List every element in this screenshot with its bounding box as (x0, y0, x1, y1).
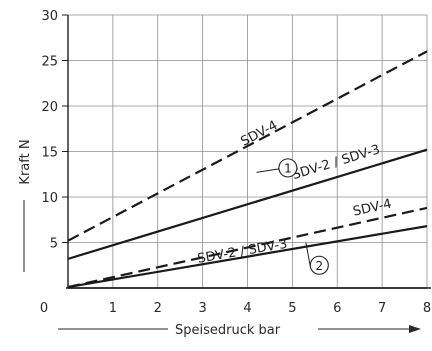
series-line (67, 225, 428, 289)
x-tick-label: 0 (40, 301, 48, 316)
y-axis-title: Kraft N (18, 139, 33, 184)
y-tick-label: 25 (41, 55, 58, 70)
x-tick-label: 2 (154, 301, 162, 316)
x-tick-label: 6 (333, 301, 341, 316)
callout-number: 1 (284, 161, 292, 175)
y-tick-label: 5 (50, 237, 58, 252)
x-tick-label: 5 (288, 301, 296, 316)
x-tick-label: 4 (243, 301, 251, 316)
x-tick-label: 3 (198, 301, 206, 316)
series-line (67, 206, 428, 289)
axes (62, 14, 431, 289)
x-tick-label: 1 (109, 301, 117, 316)
callout-leader (305, 242, 311, 267)
x-tick-label: 8 (423, 301, 431, 316)
series-label: SDV-2 / SDV-3 (196, 237, 288, 267)
y-tick-label: 10 (41, 191, 58, 206)
callout-circle (309, 255, 329, 275)
grid (68, 14, 428, 288)
series-line (67, 50, 428, 242)
x-tick-label: 7 (378, 301, 386, 316)
callout-circle (278, 158, 298, 178)
series-line (67, 148, 428, 260)
x-axis-title: Speisedruck bar (175, 323, 281, 338)
y-tick-label: 30 (41, 9, 58, 24)
y-tick-label: 15 (41, 146, 58, 161)
callout-number: 2 (315, 259, 323, 273)
series-lines (67, 50, 428, 289)
callout-markers: 12 (256, 158, 329, 275)
callout-leader (256, 168, 279, 173)
series-label: SDV-4 (239, 118, 281, 150)
y-tick-label: 20 (41, 100, 58, 115)
